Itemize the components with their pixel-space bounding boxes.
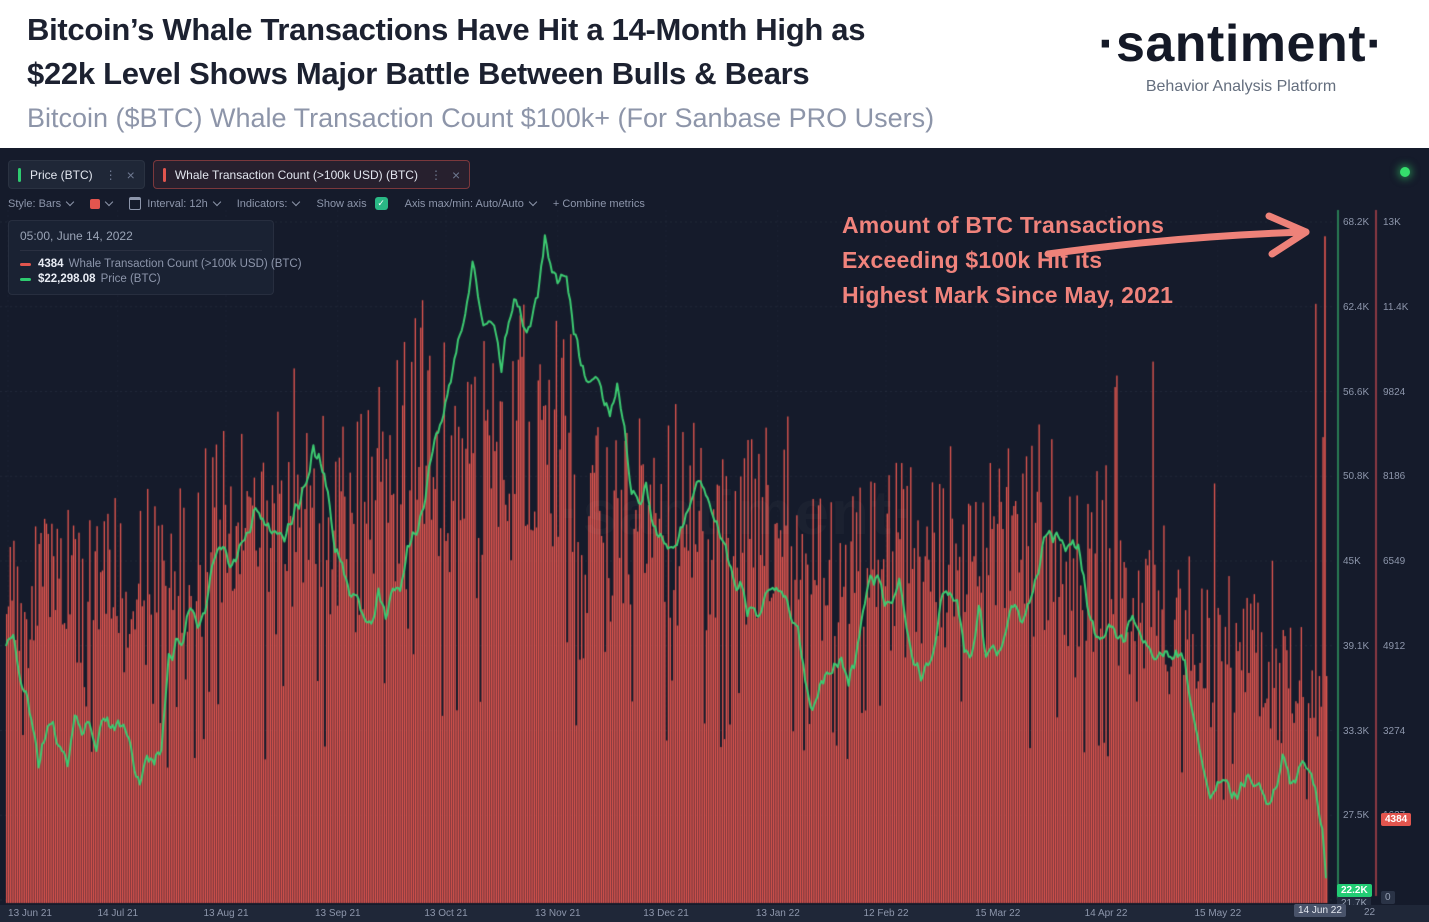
series-dash-green [20,277,31,281]
whale-axis-tick: 6549 [1383,556,1406,567]
show-axis-toggle[interactable]: Show axis ✓ [316,197,388,210]
interval-label: Interval: 12h [147,197,208,210]
price-axis-tick: 62.4K [1343,301,1370,313]
kebab-menu-icon[interactable]: ⋮ [429,167,442,182]
tooltip-datetime: 05:00, June 14, 2022 [20,229,133,243]
combine-metrics-label: + Combine metrics [552,197,645,210]
price-axis-tick: 39.1K [1343,640,1370,652]
price-axis-tick: 68.2K [1343,217,1370,228]
chevron-down-icon [212,197,221,207]
chevron-down-icon [104,197,114,207]
tab-label: Price (BTC) [30,167,93,182]
show-axis-label: Show axis [316,197,367,210]
date-axis-tick: 14 Jul 21 [97,908,139,919]
tab-price-btc[interactable]: Price (BTC) ⋮ × [8,160,145,189]
tooltip-row-whale: 4384 Whale Transaction Count (>100k USD)… [20,258,302,270]
checkbox-checked-icon[interactable]: ✓ [374,197,388,210]
chart-tooltip: 05:00, June 14, 2022 4384 Whale Transact… [8,220,302,295]
santiment-logo: ·santiment· [1098,15,1384,73]
tooltip-label: Price (BTC) [100,273,161,285]
metric-color-swatch [90,198,101,209]
title-line1: Bitcoin’s Whale Transactions Have Hit a … [27,12,866,47]
style-dropdown[interactable]: Style: Bars [8,197,75,210]
live-indicator-dot [1400,167,1410,177]
tab-label: Whale Transaction Count (>100k USD) (BTC… [174,167,418,182]
chevron-down-icon [65,197,75,207]
date-axis-tick: 13 Dec 21 [643,908,689,919]
price-current-badge: 22.2K [1337,884,1372,897]
price-axis-tick: 45K [1343,556,1361,567]
header: Bitcoin’s Whale Transactions Have Hit a … [0,0,1429,148]
annotation-line: Highest Mark Since May, 2021 [842,282,1174,308]
date-axis-tick: 12 Feb 22 [863,908,909,919]
calendar-icon [129,197,142,210]
date-axis-partial-label: 22 [1364,907,1376,918]
date-axis-tick: 13 Jan 22 [755,908,800,919]
page-title: Bitcoin’s Whale Transactions Have Hit a … [27,8,865,96]
metric-tabs: Price (BTC) ⋮ × Whale Transaction Count … [8,160,471,189]
axis-maxmin-dropdown[interactable]: Axis max/min: Auto/Auto [404,197,538,210]
tab-color-marker [162,167,166,182]
close-icon[interactable]: × [451,166,461,183]
interval-dropdown[interactable]: Interval: 12h [129,197,221,210]
date-axis-tick: 13 Oct 21 [424,908,468,919]
date-axis-tick: 13 Nov 21 [535,908,581,919]
date-axis-tick: 15 Mar 22 [975,908,1021,919]
whale-axis-tick: 4912 [1383,640,1406,652]
combine-metrics-button[interactable]: + Combine metrics [553,198,645,210]
date-axis-tick: 13 Aug 21 [203,908,249,919]
whale-current-badge: 4384 [1381,813,1412,826]
chart-panel: ·santiment· Price (BTC) ⋮ × Whale Transa… [0,148,1429,922]
price-axis-tick: 56.6K [1343,386,1370,398]
tooltip-value: $22,298.08 [38,273,96,285]
style-label: Style: Bars [8,197,62,210]
kebab-menu-icon[interactable]: ⋮ [104,167,117,182]
brand: ·santiment· Behavior Analysis Platform [1071,14,1411,96]
close-icon[interactable]: × [126,166,135,183]
whale-axis-zero-badge: 0 [1381,891,1395,904]
tab-whale-transaction-count[interactable]: Whale Transaction Count (>100k USD) (BTC… [152,160,471,189]
tab-color-marker [18,167,21,182]
series-dash-red [20,262,31,266]
indicators-dropdown[interactable]: Indicators: [236,197,301,210]
annotation-line: Amount of BTC Transactions [842,212,1165,238]
whale-axis-tick: 11.4K [1383,301,1409,313]
whale-axis-tick: 8186 [1383,471,1406,483]
chevron-down-icon [528,197,538,207]
date-axis-tick: 13 Sep 21 [314,908,361,919]
tooltip-divider [20,250,262,251]
price-axis-tick: 33.3K [1343,725,1370,737]
axis-maxmin-label: Axis max/min: Auto/Auto [404,197,524,210]
whale-axis-tick: 13K [1383,217,1401,228]
tooltip-label: Whale Transaction Count (>100k USD) (BTC… [68,258,302,270]
color-swatch-dropdown[interactable] [90,197,114,209]
page-subtitle: Bitcoin ($BTC) Whale Transaction Count $… [27,103,935,133]
title-line2: $22k Level Shows Major Battle Between Bu… [27,56,810,91]
whale-axis-tick: 9824 [1383,386,1406,398]
current-date-badge: 14 Jun 22 [1294,904,1346,917]
watermark: ·santiment· [560,478,916,549]
price-axis-tick: 27.5K [1343,810,1370,822]
price-axis-tick: 50.8K [1343,471,1370,483]
date-axis-tick: 14 Apr 22 [1084,908,1128,919]
whale-axis-tick: 3274 [1383,725,1406,737]
chart-toolbar: Style: Bars Interval: 12h Indicators: Sh… [8,197,645,210]
chevron-down-icon [292,197,301,207]
tooltip-row-price: $22,298.08 Price (BTC) [20,273,262,285]
date-axis: 13 Jun 21 14 Jul 21 13 Aug 21 13 Sep 21 13 O… [0,904,1429,922]
indicators-label: Indicators: [236,197,288,210]
date-axis-tick: 13 Jun 21 [8,908,52,919]
annotation-line: Exceeding $100k Hit its [842,247,1103,273]
logo-tagline: Behavior Analysis Platform [1145,78,1337,95]
date-axis-tick: 15 May 22 [1194,908,1242,919]
tooltip-value: 4384 [38,258,64,270]
annotation-text: Amount of BTC Transactions Exceeding $10… [842,208,1173,313]
